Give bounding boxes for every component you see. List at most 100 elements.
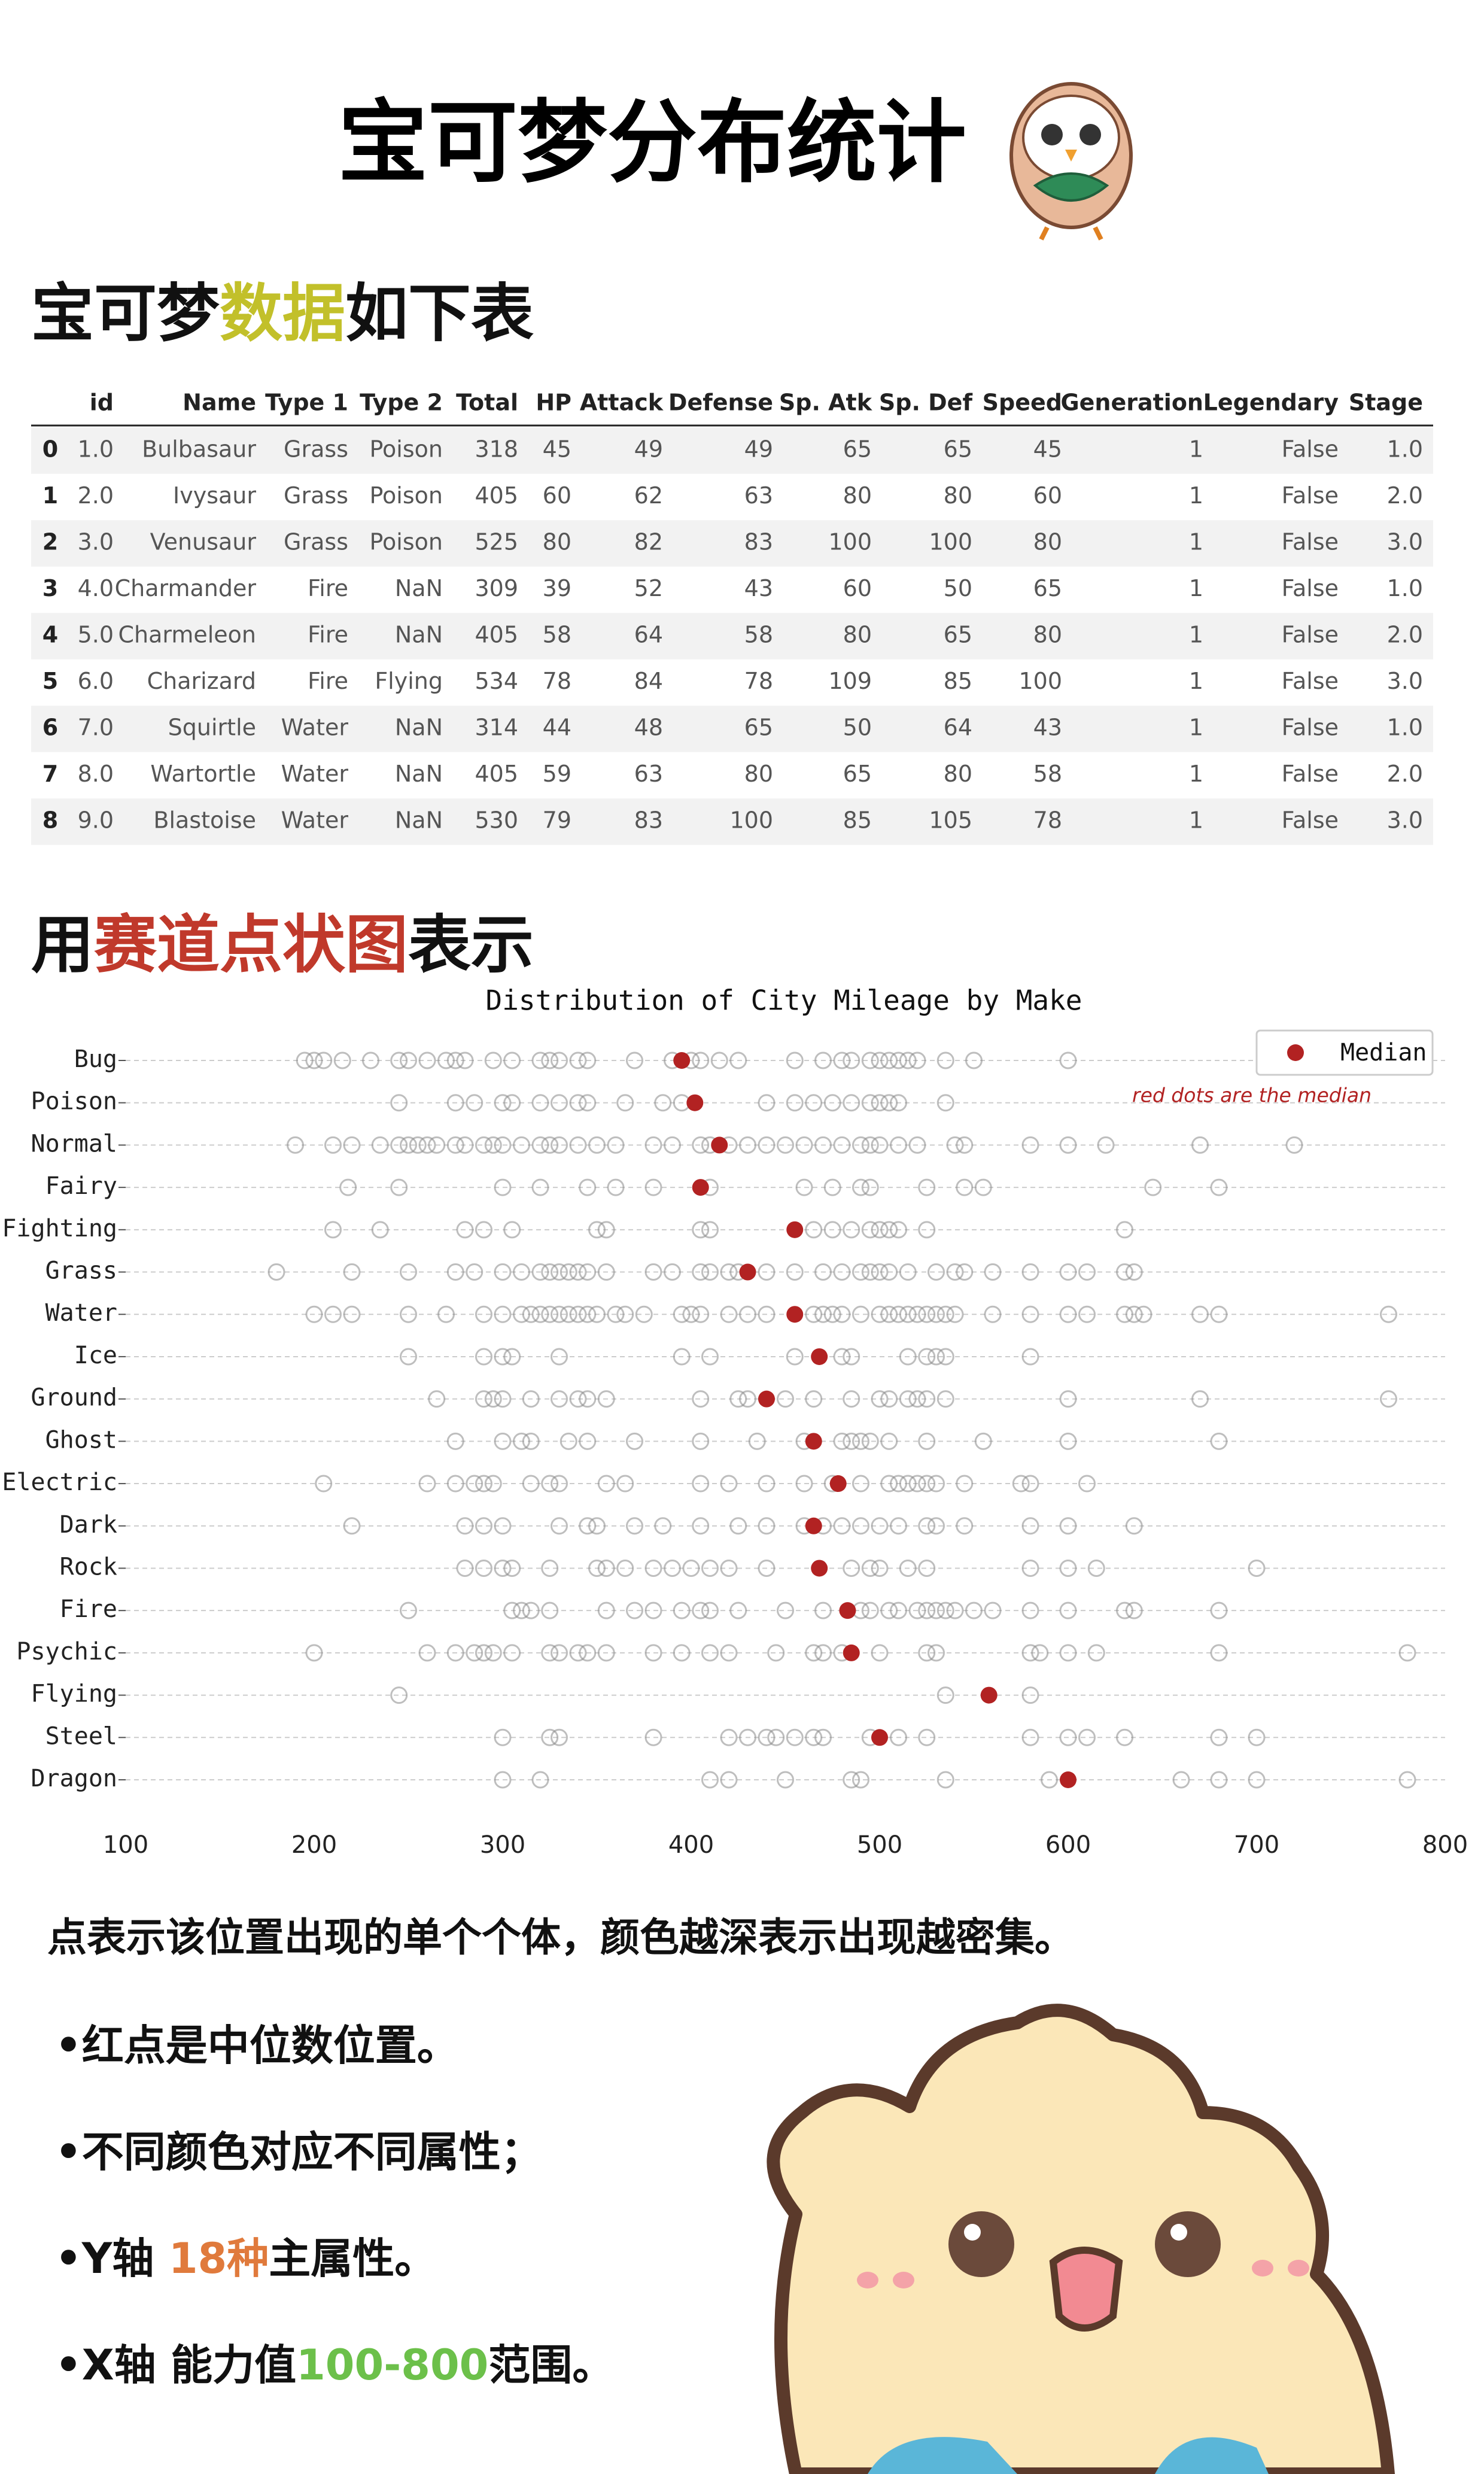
table-cell: 79 [543,807,571,834]
data-point [503,1051,521,1069]
data-point [456,1136,474,1154]
data-point [456,1517,474,1535]
data-point [569,1263,587,1281]
data-point [475,1644,492,1662]
data-point [446,1475,464,1493]
table-cell: 63 [744,482,773,509]
table-cell: 309 [475,575,518,601]
table-cell: 7.0 [78,715,114,741]
data-point [908,1601,926,1619]
data-point [305,1051,323,1069]
table-cell: 80 [1033,622,1062,648]
data-point [324,1305,342,1323]
table-cell: 80 [1033,529,1062,555]
data-point [551,1644,568,1662]
data-point [928,1517,945,1535]
data-point [494,1136,512,1154]
x-tick-label: 700 [1234,1831,1279,1859]
data-point [456,1051,474,1069]
data-point [428,1136,446,1154]
bullet-part: 主属性。 [269,2234,436,2283]
data-point [644,1178,662,1196]
data-point [484,1136,502,1154]
data-point [1210,1771,1228,1789]
data-point [833,1348,851,1366]
data-point [494,1263,512,1281]
data-point [494,1094,512,1112]
data-point [522,1390,540,1408]
data-point [475,1517,492,1535]
table-cell: 525 [475,529,518,555]
data-point [409,1136,427,1154]
data-point [880,1432,898,1450]
median-point [1060,1771,1076,1788]
data-point [400,1136,417,1154]
data-point [513,1136,530,1154]
table-cell: 534 [475,668,518,694]
table-cell: 85 [944,668,972,694]
data-point [814,1051,832,1069]
table-cell: 80 [744,761,773,787]
data-point [1380,1390,1397,1408]
bullet-part: •不同颜色对应不同属性； [55,2127,543,2177]
table-cell: 3.0 [1387,807,1423,834]
data-point [880,1601,898,1619]
data-point [597,1475,615,1493]
data-point [494,1559,512,1577]
data-point [513,1305,530,1323]
data-point [551,1475,568,1493]
table-cell: 83 [634,807,663,834]
data-point [484,1644,502,1662]
data-point [1097,1136,1115,1154]
table-cell: NaN [395,761,443,787]
column-header: Stage [1349,390,1423,416]
data-point [446,1263,464,1281]
data-point [1087,1559,1105,1577]
data-point [956,1136,974,1154]
data-point [890,1136,907,1154]
data-point [692,1263,710,1281]
data-point [692,1601,710,1619]
data-point [682,1559,700,1577]
owl-icon [1009,82,1133,241]
data-point [475,1559,492,1577]
data-point [852,1305,869,1323]
data-point [541,1136,559,1154]
data-point [880,1390,898,1408]
data-point [644,1644,662,1662]
row-stripe [31,706,1433,752]
data-point [1059,1432,1077,1450]
table-cell: 48 [634,715,663,741]
data-point [843,1432,860,1450]
data-point [777,1771,794,1789]
y-tick-label: Ice [74,1342,117,1369]
data-point [843,1348,860,1366]
data-point [843,1390,860,1408]
table-cell: 530 [475,807,518,834]
data-point [1191,1390,1209,1408]
data-point [503,1221,521,1239]
data-point [871,1136,889,1154]
data-point [644,1559,662,1577]
data-point [701,1263,719,1281]
data-point [777,1601,794,1619]
table-cell: NaN [395,715,443,741]
y-tick-label: Fire [60,1595,117,1623]
table-cell: 65 [944,622,972,648]
data-point [805,1221,823,1239]
data-point [466,1475,483,1493]
table-cell: Poison [370,529,443,555]
data-point [871,1263,889,1281]
table-cell: 58 [744,622,773,648]
data-point [551,1051,568,1069]
table-cell: Poison [370,436,443,463]
data-point [871,1094,889,1112]
data-point [1059,1644,1077,1662]
data-point [918,1178,936,1196]
data-point [861,1263,879,1281]
data-point [777,1390,794,1408]
data-point [531,1305,549,1323]
data-point [748,1432,766,1450]
data-point [1210,1178,1228,1196]
